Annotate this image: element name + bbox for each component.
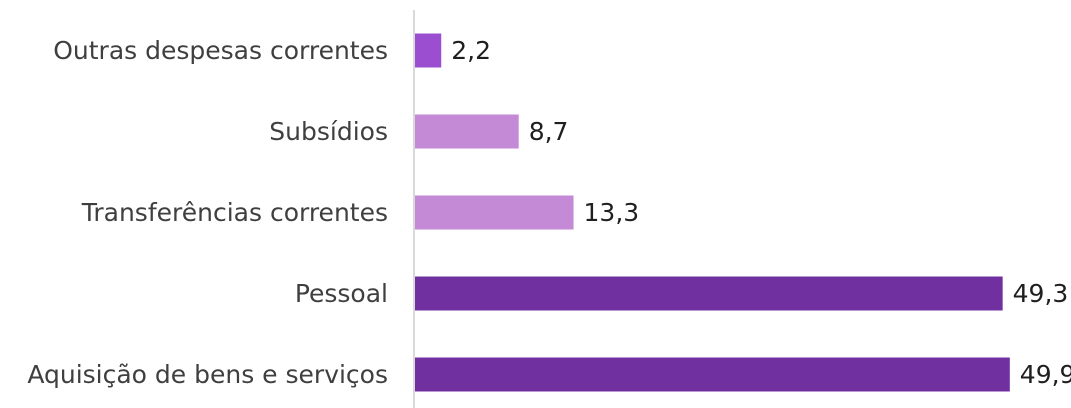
category-label: Subsídios xyxy=(269,117,388,146)
data-label: 2,2 xyxy=(451,36,491,65)
bars-group xyxy=(415,34,1010,392)
category-label: Transferências correntes xyxy=(81,198,388,227)
bar xyxy=(415,277,1003,311)
data-label: 49,3 xyxy=(1013,279,1069,308)
category-label: Outras despesas correntes xyxy=(53,36,388,65)
bar xyxy=(415,34,441,68)
data-label: 13,3 xyxy=(584,198,640,227)
bar xyxy=(415,196,574,230)
category-labels-group: Outras despesas correntes Subsídios Transf… xyxy=(27,36,388,389)
bar xyxy=(415,115,519,149)
data-label: 49,9 xyxy=(1020,360,1071,389)
category-label: Aquisição de bens e serviços xyxy=(27,360,388,389)
bar xyxy=(415,358,1010,392)
data-label: 8,7 xyxy=(529,117,569,146)
category-label: Pessoal xyxy=(295,279,388,308)
